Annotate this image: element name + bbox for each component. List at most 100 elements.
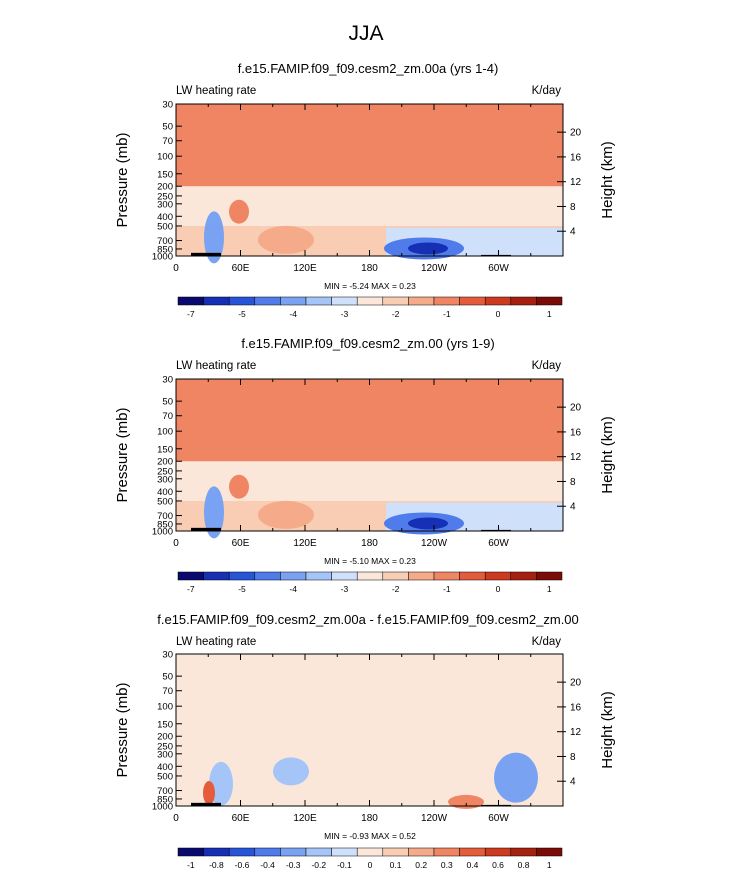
y-tick-label: 200 — [157, 457, 173, 468]
colorbar-swatch — [331, 571, 358, 581]
cold-column — [204, 486, 224, 539]
panel-2-ylabel-right: Height (km) — [599, 416, 616, 494]
y-tick-label: 850 — [157, 519, 173, 530]
y-tick-label: 500 — [157, 221, 173, 232]
colorbar-swatch — [356, 296, 384, 306]
y-tick-label: 700 — [157, 511, 173, 522]
colorbar-swatch — [510, 571, 537, 581]
colorbar-swatch — [356, 847, 384, 857]
neg-anomaly — [494, 752, 538, 803]
colorbar-swatch — [433, 847, 460, 857]
panel-1-colorbar: -7 -5 -4 -3 -2 -1 0 1 — [177, 296, 563, 319]
y-tick-label: 100 — [157, 152, 173, 163]
colorbar-swatch — [228, 571, 256, 581]
x-tick-label: 60E — [232, 538, 250, 549]
y-tick-label: 250 — [157, 741, 173, 752]
y-tick-label: 150 — [157, 169, 173, 180]
colorbar-swatch — [510, 847, 537, 857]
colorbar-label: -2 — [392, 584, 400, 594]
colorbar-swatch — [382, 847, 409, 857]
colorbar-label: 0 — [368, 860, 373, 870]
terrain — [191, 252, 221, 256]
colorbar-swatch — [408, 571, 435, 581]
y-tick-label: 1000 — [152, 802, 173, 813]
cold-core — [408, 242, 448, 255]
neg-anomaly — [209, 761, 233, 806]
colorbar-label: -2 — [392, 309, 400, 319]
y-tick-label: 100 — [157, 702, 173, 713]
colorbar-swatch — [459, 571, 486, 581]
colorbar-swatch — [280, 296, 307, 306]
colorbar-label: 0.6 — [492, 860, 504, 870]
pos-anomaly — [448, 794, 484, 809]
y-tick-label: 30 — [162, 375, 173, 386]
cold-core — [408, 517, 448, 530]
colorbar-label: -1 — [187, 860, 195, 870]
panel-3: f.e15.FAMIP.f09_f09.cesm2_zm.00a - f.e15… — [114, 612, 616, 870]
y-tick-label: 400 — [157, 212, 173, 223]
panel-1-stats: MIN = -5.24 MAX = 0.23 — [324, 281, 416, 291]
terrain — [481, 254, 511, 256]
upper-layer — [176, 104, 563, 187]
colorbar-swatch — [356, 571, 384, 581]
x-tick-label: 0 — [173, 263, 179, 274]
colorbar-label: -5 — [238, 584, 246, 594]
colorbar-swatch — [203, 847, 230, 857]
colorbar-swatch — [280, 571, 307, 581]
panel-3-ylabel-right: Height (km) — [599, 691, 616, 769]
colorbar-label: 0 — [496, 584, 501, 594]
colorbar-label: 0.2 — [415, 860, 427, 870]
cold-column — [204, 211, 224, 264]
terrain — [191, 802, 221, 806]
colorbar-label: -5 — [238, 309, 246, 319]
colorbar-label: 0.4 — [466, 860, 478, 870]
colorbar-label: -0.8 — [209, 860, 224, 870]
colorbar-label: -0.2 — [311, 860, 326, 870]
height-tick-label: 8 — [570, 477, 576, 488]
x-tick-label: 120W — [421, 263, 448, 274]
y-tick-label: 700 — [157, 786, 173, 797]
colorbar-swatch — [382, 571, 409, 581]
y-tick-label: 300 — [157, 199, 173, 210]
panel-1: f.e15.FAMIP.f09_f09.cesm2_zm.00a (yrs 1-… — [114, 61, 616, 319]
colorbar-swatch — [510, 296, 537, 306]
height-tick-label: 16 — [570, 427, 582, 438]
y-tick-label: 700 — [157, 236, 173, 247]
panel-2-units: K/day — [532, 360, 562, 372]
x-tick-label: 120E — [293, 538, 317, 549]
colorbar-label: -0.1 — [337, 860, 352, 870]
height-tick-label: 12 — [570, 727, 582, 738]
height-tick-label: 20 — [570, 678, 582, 689]
y-tick-label: 150 — [157, 444, 173, 455]
colorbar-swatch — [177, 571, 204, 581]
colorbar-swatch — [305, 296, 332, 306]
colorbar-swatch — [305, 571, 332, 581]
height-tick-label: 4 — [570, 227, 576, 238]
y-tick-label: 30 — [162, 650, 173, 661]
colorbar-swatch — [331, 847, 358, 857]
colorbar-swatch — [305, 847, 332, 857]
y-tick-label: 150 — [157, 719, 173, 730]
panel-3-stats: MIN = -0.93 MAX = 0.52 — [324, 831, 416, 841]
y-tick-label: 50 — [162, 672, 173, 683]
upper-layer — [176, 379, 563, 462]
y-tick-label: 30 — [162, 100, 173, 111]
x-tick-label: 120E — [293, 813, 317, 824]
colorbar-swatch — [433, 571, 460, 581]
colorbar-swatch — [280, 847, 307, 857]
colorbar-swatch — [177, 847, 204, 857]
y-tick-label: 100 — [157, 427, 173, 438]
colorbar-swatch — [408, 847, 435, 857]
colorbar-swatch — [433, 296, 460, 306]
colorbar-label: -1 — [443, 584, 451, 594]
panel-2-title: f.e15.FAMIP.f09_f09.cesm2_zm.00 (yrs 1-9… — [241, 336, 494, 351]
x-tick-label: 180 — [361, 813, 378, 824]
y-tick-label: 200 — [157, 182, 173, 193]
colorbar-swatch — [408, 296, 435, 306]
colorbar-swatch — [203, 296, 230, 306]
x-tick-label: 180 — [361, 538, 378, 549]
panel-2: f.e15.FAMIP.f09_f09.cesm2_zm.00 (yrs 1-9… — [114, 336, 616, 594]
height-tick-label: 20 — [570, 403, 582, 414]
